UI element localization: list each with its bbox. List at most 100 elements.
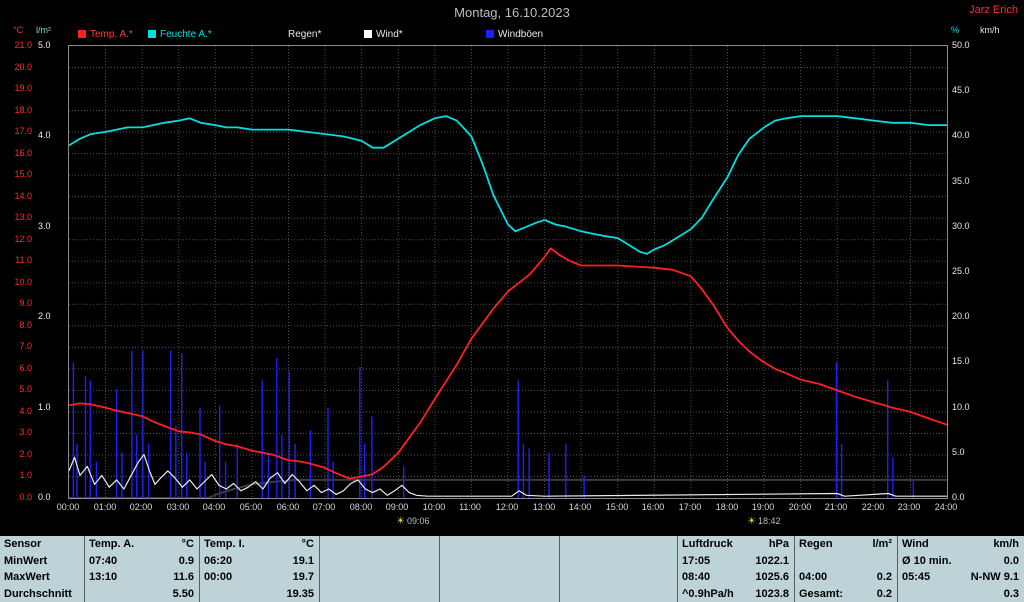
table-cell-durchschnitt-col6: ^0.9hPa/h 1023.8	[678, 585, 795, 602]
table-cell-durchschnitt-col4	[440, 585, 560, 602]
x-tick-time: 22:00	[861, 502, 885, 512]
table-cell-minwert-col2-value: 19.1	[292, 554, 314, 567]
summary-table: Sensor Temp. A. °C Temp. I. °C Luftdruck hPa Re…	[0, 535, 1024, 602]
table-header-col7: Regen l/m²	[795, 536, 898, 553]
table-cell-maxwert-col1-value: 11.6	[173, 571, 194, 584]
series-regen	[69, 478, 947, 498]
table-cell-maxwert-col6-value: 1025.6	[755, 571, 789, 584]
y-tick-temp: 15.0	[14, 169, 32, 179]
table-cell-minwert-col1-value: 0.9	[178, 554, 194, 567]
legend-swatch-icon	[364, 30, 372, 38]
y-tick-temp: 14.0	[14, 191, 32, 201]
y-tick-rain: 5.0	[38, 40, 51, 50]
x-tick-time: 07:00	[312, 502, 336, 512]
y-tick-temp: 19.0	[14, 83, 32, 93]
x-tick-time: 13:00	[532, 502, 556, 512]
table-cell-maxwert-col7-label: 04:00	[799, 571, 828, 584]
x-tick-time: 16:00	[641, 502, 665, 512]
table-cell-minwert-col5	[560, 552, 678, 569]
table-cell-durchschnitt-col5	[560, 585, 678, 602]
table-cell-maxwert-col5	[560, 569, 678, 586]
table-cell-durchschnitt-col7-label: Gesamt:	[799, 587, 844, 600]
table-cell-durchschnitt-col6-value: 1023.8	[755, 587, 789, 600]
table-cell-minwert-col8-label: Ø 10 min.	[902, 554, 952, 567]
table-cell-durchschnitt-col7-value: 0.2	[876, 587, 892, 600]
table-header-col2-value: °C	[301, 538, 314, 551]
table-cell-maxwert-col2: 00:00 19.7	[200, 569, 320, 586]
x-tick-time: 06:00	[276, 502, 300, 512]
page-title: Montag, 16.10.2023	[454, 5, 570, 20]
x-tick-time: 04:00	[202, 502, 226, 512]
legend-label: Regen*	[288, 29, 322, 40]
table-cell-durchschnitt-col1: 5.50	[85, 585, 200, 602]
table-cell-maxwert-col6-label: 08:40	[682, 571, 711, 584]
legend-swatch-icon	[276, 30, 284, 38]
table-cell-minwert-col8: Ø 10 min. 0.0	[898, 553, 1024, 570]
table-cell-maxwert-col3	[320, 569, 440, 586]
legend-item-3: Regen*	[276, 29, 321, 40]
station-name: Jarz Erich	[969, 4, 1018, 16]
legend-item-1: Temp. A.*	[78, 29, 133, 40]
table-rowlabel-minwert-label: MinWert	[4, 554, 48, 567]
table-cell-minwert-col4	[440, 552, 560, 569]
y-tick-temp: 9.0	[19, 298, 32, 308]
table-cell-maxwert-col7: 04:00 0.2	[795, 569, 898, 586]
y-tick-wind: 15.0	[952, 356, 970, 366]
table-cell-minwert-col6: 17:05 1022.1	[678, 552, 795, 569]
table-cell-durchschnitt-col3	[320, 585, 440, 602]
table-cell-durchschnitt-col7: Gesamt: 0.2	[795, 585, 898, 602]
y-tick-temp: 2.0	[19, 449, 32, 459]
table-cell-minwert-col3	[320, 552, 440, 569]
table-rowlabel-maxwert-label: MaxWert	[4, 571, 50, 584]
x-tick-time: 23:00	[897, 502, 921, 512]
legend-label: Feuchte A.*	[160, 29, 212, 40]
y-tick-temp: 7.0	[19, 341, 32, 351]
table-rowlabel-durchschnitt: Durchschnitt	[0, 585, 85, 602]
table-rowlabel-durchschnitt-label: Durchschnitt	[4, 587, 72, 600]
x-tick-time: 15:00	[605, 502, 629, 512]
y-tick-temp: 16.0	[14, 148, 32, 158]
x-tick-time: 03:00	[166, 502, 190, 512]
table-cell-durchschnitt-col1-value: 5.50	[172, 587, 194, 600]
axis-unit-percent: %	[951, 25, 960, 35]
y-tick-wind: 35.0	[952, 176, 970, 186]
x-tick-time: 19:00	[751, 502, 775, 512]
table-corner-sensor-label: Sensor	[4, 538, 42, 551]
table-cell-maxwert-col6: 08:40 1025.6	[678, 569, 795, 586]
y-tick-temp: 10.0	[14, 277, 32, 287]
x-tick-time: 05:00	[239, 502, 263, 512]
table-header-row: Sensor Temp. A. °C Temp. I. °C Luftdruck hPa Re…	[0, 536, 1024, 553]
y-tick-wind: 45.0	[952, 85, 970, 95]
y-tick-wind: 5.0	[952, 447, 965, 457]
table-rowlabel-maxwert: MaxWert	[0, 569, 85, 586]
legend-label: Windböen	[498, 29, 544, 40]
table-header-col6-label: Luftdruck	[682, 538, 733, 551]
table-header-col6: Luftdruck hPa	[678, 536, 795, 553]
x-tick-time: 14:00	[568, 502, 592, 512]
table-cell-maxwert-col4	[440, 569, 560, 586]
table-cell-minwert-col6-label: 17:05	[682, 554, 711, 567]
table-cell-durchschnitt-col8-value: 0.3	[1003, 587, 1019, 600]
x-tick-time: 24:00	[934, 502, 958, 512]
series-feuchte-a-	[69, 115, 947, 255]
legend-swatch-icon	[78, 30, 86, 38]
y-tick-wind: 40.0	[952, 130, 970, 140]
sun-time: 18:42	[757, 516, 781, 526]
table-cell-maxwert-col8-label: 05:45	[902, 571, 931, 584]
axis-unit-rain: l/m²	[36, 25, 51, 35]
chart-svg	[69, 46, 947, 498]
y-tick-wind: 25.0	[952, 266, 970, 276]
y-tick-temp: 5.0	[19, 384, 32, 394]
x-tick-time: 00:00	[56, 502, 80, 512]
series-windb-en	[72, 350, 914, 498]
x-tick-time: 01:00	[93, 502, 117, 512]
legend-item-2: Feuchte A.*	[148, 29, 212, 40]
y-tick-temp: 6.0	[19, 363, 32, 373]
table-header-col8-label: Wind	[902, 538, 929, 551]
x-tick-time: 10:00	[422, 502, 446, 512]
table-cell-minwert-col2: 06:20 19.1	[200, 552, 320, 569]
table-row-minwert: MinWert 07:40 0.9 06:20 19.1 17:05 1022.1 Ø 10 …	[0, 552, 1024, 570]
table-header-col1: Temp. A. °C	[85, 536, 200, 553]
table-cell-minwert-col8-value: 0.0	[1003, 554, 1019, 567]
